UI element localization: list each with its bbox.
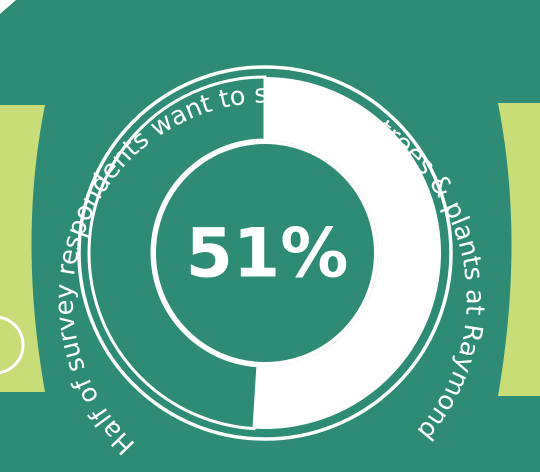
- corner-accent: [0, 0, 16, 14]
- slice-highlight: [253, 77, 441, 429]
- inner-circle: [152, 140, 378, 366]
- left-accent-shape: [0, 105, 45, 392]
- left-accent-circle: [0, 315, 25, 375]
- center-percentage: 51%: [186, 215, 349, 294]
- outer-ring: [77, 65, 453, 441]
- right-accent-shape: [498, 103, 540, 396]
